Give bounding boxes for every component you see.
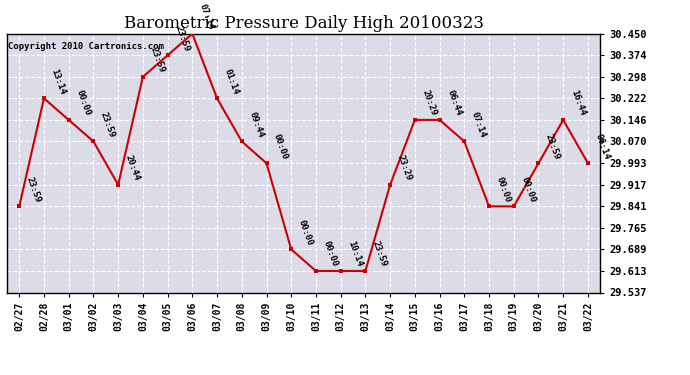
Text: 00:00: 00:00 [520, 175, 537, 204]
Text: 23:59: 23:59 [371, 240, 388, 268]
Text: 09:44: 09:44 [247, 110, 265, 139]
Title: Barometric Pressure Daily High 20100323: Barometric Pressure Daily High 20100323 [124, 15, 484, 32]
Text: 06:44: 06:44 [445, 89, 463, 117]
Text: 06:14: 06:14 [593, 132, 611, 160]
Text: 23:59: 23:59 [25, 175, 43, 204]
Text: 01:14: 01:14 [223, 67, 240, 96]
Text: 00:00: 00:00 [322, 240, 339, 268]
Text: 16:44: 16:44 [569, 89, 586, 117]
Text: 23:59: 23:59 [148, 46, 166, 74]
Text: 23:59: 23:59 [173, 24, 191, 52]
Text: Copyright 2010 Cartronics.com: Copyright 2010 Cartronics.com [8, 42, 164, 51]
Text: 20:44: 20:44 [124, 154, 141, 182]
Text: 23:59: 23:59 [544, 132, 562, 160]
Text: 00:00: 00:00 [272, 132, 290, 160]
Text: 23:29: 23:29 [395, 154, 413, 182]
Text: 07:14: 07:14 [470, 110, 488, 139]
Text: 20:29: 20:29 [420, 89, 438, 117]
Text: 00:00: 00:00 [75, 89, 92, 117]
Text: 10:14: 10:14 [346, 240, 364, 268]
Text: 13:14: 13:14 [50, 67, 67, 96]
Text: 23:59: 23:59 [99, 110, 117, 139]
Text: 00:00: 00:00 [495, 175, 512, 204]
Text: 07:14: 07:14 [198, 3, 215, 31]
Text: 00:00: 00:00 [297, 218, 315, 247]
